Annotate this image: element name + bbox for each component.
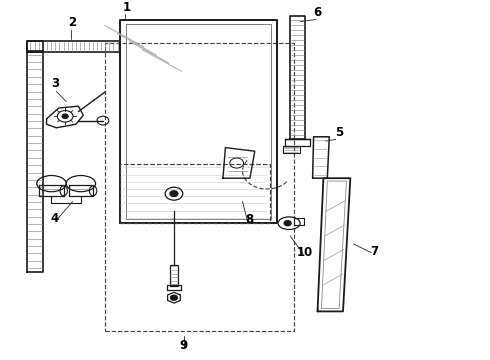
Circle shape — [62, 114, 68, 118]
Text: 6: 6 — [314, 6, 321, 19]
Text: 8: 8 — [245, 213, 253, 226]
Text: 10: 10 — [297, 246, 314, 259]
Text: 4: 4 — [51, 212, 59, 225]
Text: 9: 9 — [180, 339, 188, 352]
Text: 7: 7 — [370, 245, 378, 258]
Circle shape — [170, 191, 178, 197]
Text: 5: 5 — [335, 126, 343, 139]
Circle shape — [171, 295, 177, 300]
Circle shape — [284, 221, 291, 226]
Text: 1: 1 — [122, 1, 130, 14]
Text: 2: 2 — [69, 16, 76, 29]
Text: 3: 3 — [51, 77, 59, 90]
